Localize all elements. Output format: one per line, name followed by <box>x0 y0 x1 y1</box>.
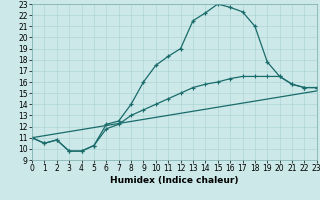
X-axis label: Humidex (Indice chaleur): Humidex (Indice chaleur) <box>110 176 239 185</box>
